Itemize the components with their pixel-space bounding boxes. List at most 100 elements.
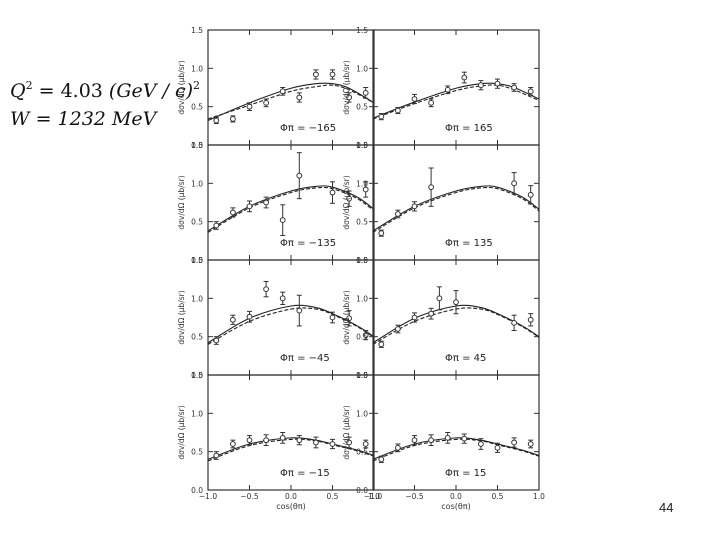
panel-4-ytick-label-3: 1.5 <box>356 141 368 150</box>
panel-8-ytick-label-3: 1.5 <box>356 371 368 380</box>
panel-2-ytick-label-1: 0.5 <box>356 103 368 112</box>
panel-7-point-9 <box>362 441 369 447</box>
panel-4-point-2 <box>411 203 418 210</box>
panel-2-point-0 <box>378 113 385 120</box>
panel-1-point-9 <box>362 89 369 96</box>
panel-3-point-1 <box>230 209 236 216</box>
panel-7-ytick-label-1: 0.5 <box>191 448 203 457</box>
panel-7-xtick-label-4: 1.0 <box>368 492 380 501</box>
panel-5-point-1 <box>230 316 236 323</box>
panel-5-ylabel: dσv/dΩ (μb/sr) <box>177 290 186 344</box>
panel-1-point-5 <box>296 94 303 101</box>
panel-6-point-7 <box>527 316 534 323</box>
panel-6-ylabel: dσv/dΩ (μb/sr) <box>342 290 351 344</box>
panel-5-phi-label: Φπ = −45 <box>280 353 330 364</box>
panel-5-point-0 <box>213 337 220 344</box>
panel-6-phi-label: Φπ = 45 <box>445 353 486 364</box>
panel-3-ytick-label-0: 0.0 <box>191 256 203 265</box>
panel-4-ytick-label-1: 0.5 <box>356 218 368 227</box>
panel-5-point-4 <box>279 295 286 302</box>
panel-8-xtick-label-1: −0.5 <box>405 492 423 501</box>
panel-5-point-3 <box>263 286 270 293</box>
panel-3-ytick-label-2: 1.0 <box>191 179 203 188</box>
panel-4-point-4 <box>511 180 517 187</box>
panel-7-xtick-label-3: 0.5 <box>327 492 339 501</box>
panel-5-ytick-label-3: 1.5 <box>191 256 203 265</box>
panel-8-point-9 <box>527 441 534 447</box>
panel-3-ytick-label-3: 1.5 <box>191 141 203 150</box>
panel-2-ytick-label-3: 1.5 <box>356 26 368 35</box>
q-value: = 4.03 <box>32 80 109 102</box>
panel-8-point-8 <box>511 439 517 446</box>
panel-3-phi-label: Φπ = −135 <box>280 238 336 249</box>
panel-8-point-6 <box>478 441 484 447</box>
panel-2-phi-label: Φπ = 165 <box>445 123 493 134</box>
panel-8-ytick-label-2: 1.0 <box>356 409 368 418</box>
panel-7-xtick-label-1: −0.5 <box>240 492 258 501</box>
panel-2-point-9 <box>527 88 534 95</box>
panel-3-point-5 <box>296 172 303 179</box>
panel-1-ytick-label-0: 0.0 <box>191 141 203 150</box>
panel-7-phi-label: Φπ = −15 <box>280 468 330 479</box>
panel-2-point-3 <box>428 99 435 106</box>
panel-7-point-3 <box>263 437 270 444</box>
panel-8-xtick-label-4: 1.0 <box>533 492 545 501</box>
panel-1-point-4 <box>279 88 286 95</box>
panel-6-point-4 <box>436 295 443 302</box>
panel-4-ylabel: dσv/dΩ (μb/sr) <box>342 175 351 229</box>
panel-5-ytick-label-1: 0.5 <box>191 333 203 342</box>
panel-7-point-4 <box>279 434 286 441</box>
panel-8-point-4 <box>444 434 451 441</box>
panel-1-point-3 <box>263 99 270 106</box>
panel-5-point-6 <box>329 314 336 321</box>
panel-7-xtick-label-2: 0.0 <box>285 492 297 501</box>
panel-7-ytick-label-0: 0.0 <box>191 486 203 495</box>
panel-5-curve-dashed <box>207 307 375 345</box>
panel-5-point-5 <box>296 307 303 314</box>
panel-1-point-0 <box>213 117 220 124</box>
panel-3-point-4 <box>279 217 286 224</box>
panel-7-point-5 <box>296 437 303 444</box>
panel-7-point-2 <box>246 437 253 444</box>
panel-8-phi-label: Φπ = 15 <box>445 468 486 479</box>
panel-2-point-5 <box>461 74 468 81</box>
panel-2-ytick-label-2: 1.0 <box>356 64 368 73</box>
panel-7-xlabel: cos(θπ) <box>276 502 305 511</box>
panel-7-ytick-label-3: 1.5 <box>191 371 203 380</box>
panel-7-point-8 <box>346 439 353 446</box>
panel-8-point-7 <box>494 444 501 451</box>
panel-3-point-7 <box>346 195 353 202</box>
q-exponent: 2 <box>25 79 33 92</box>
panel-6-ytick-label-1: 0.5 <box>356 333 368 342</box>
panel-1-point-8 <box>346 94 353 101</box>
panel-8-ylabel: dσv/dΩ (μb/sr) <box>342 405 351 459</box>
panel-2-point-1 <box>395 107 401 114</box>
panel-3-point-8 <box>362 186 369 193</box>
panel-4-ytick-label-2: 1.0 <box>356 179 368 188</box>
panel-1-point-7 <box>329 71 336 78</box>
panel-2-point-8 <box>511 84 517 91</box>
w-line: W = 1232 MeV <box>10 108 157 130</box>
panel-8-xlabel: cos(θπ) <box>441 502 470 511</box>
panel-8-point-2 <box>411 437 418 444</box>
panel-8-point-1 <box>395 444 401 451</box>
panel-4-phi-label: Φπ = 135 <box>445 238 493 249</box>
panel-5-point-7 <box>346 315 353 322</box>
panel-4-point-5 <box>527 191 534 198</box>
panel-2-point-4 <box>444 86 451 93</box>
panel-8-xtick-label-0: −1.0 <box>364 492 382 501</box>
panel-5-ytick-label-2: 1.0 <box>191 294 203 303</box>
panel-6-curve-dashed <box>372 307 540 345</box>
panel-1-ytick-label-3: 1.5 <box>191 26 203 35</box>
q-line: Q2 = 4.03 (GeV / c)2 <box>10 72 200 105</box>
panel-8-point-0 <box>378 456 385 463</box>
panel-7-ytick-label-2: 1.0 <box>191 409 203 418</box>
panel-7-point-7 <box>329 441 336 447</box>
panel-6-ytick-label-2: 1.0 <box>356 294 368 303</box>
panel-3-point-0 <box>213 222 220 229</box>
panel-3-ylabel: dσv/dΩ (μb/sr) <box>177 175 186 229</box>
panel-3-point-2 <box>246 203 253 210</box>
panel-4-point-3 <box>428 184 435 191</box>
panel-7-point-1 <box>230 441 236 447</box>
